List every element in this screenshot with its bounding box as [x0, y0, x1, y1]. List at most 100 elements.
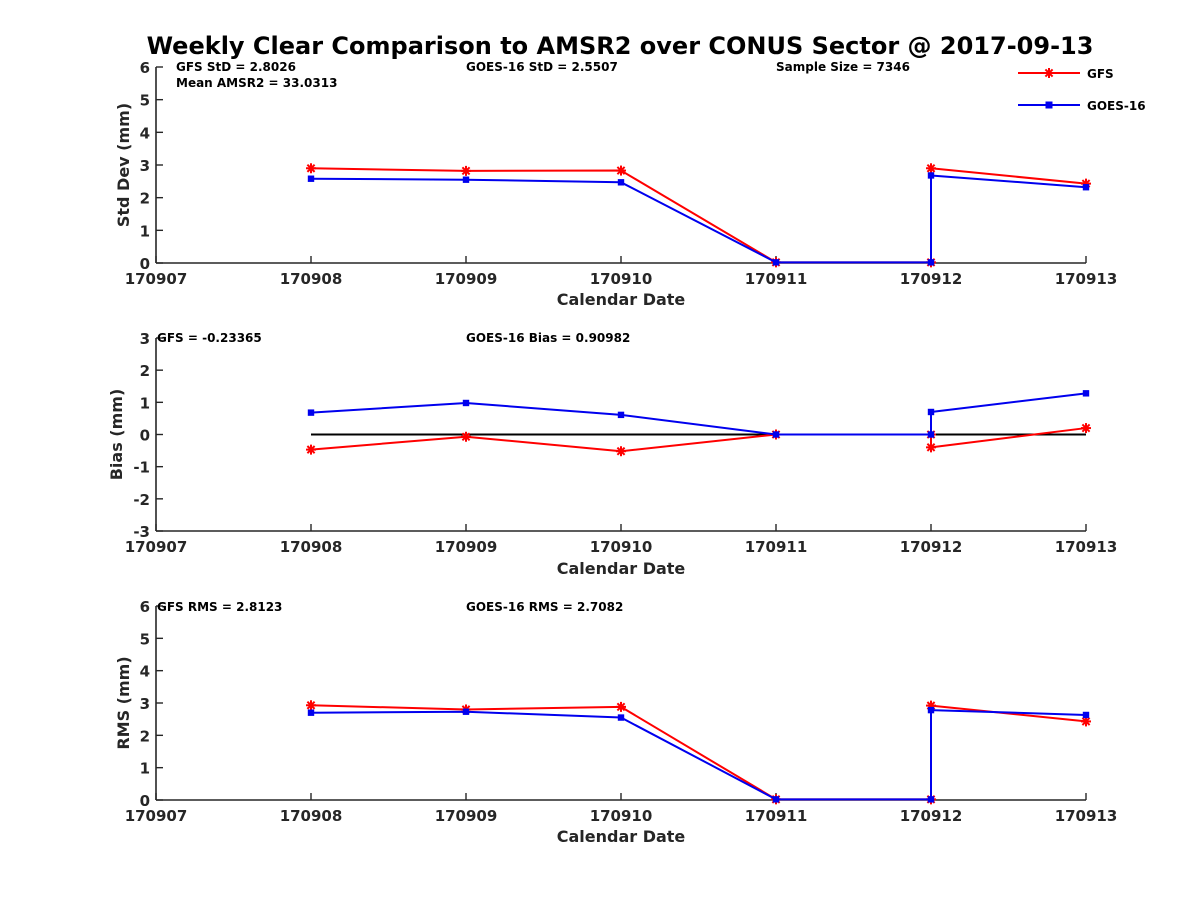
legend-goes-marker: [1045, 101, 1053, 109]
y-tick-label: 1: [140, 760, 150, 778]
stat-annotation: GOES-16 StD = 2.5507: [466, 60, 618, 74]
goes-16-data-point: [617, 411, 625, 419]
x-tick-label: 170913: [1055, 270, 1118, 288]
goes-16-data-point: [927, 259, 935, 266]
x-tick-label: 170913: [1055, 538, 1118, 556]
gfs-data-point: [461, 431, 471, 442]
goes-16-data-point: [462, 708, 470, 715]
x-axis-title: Calendar Date: [557, 559, 686, 578]
goes-16-data-point: [772, 796, 780, 803]
legend: GFS GOES-16: [1018, 67, 1146, 113]
x-tick-label: 170908: [280, 270, 343, 288]
x-tick-label: 170912: [900, 270, 963, 288]
stat-annotation: GOES-16 RMS = 2.7082: [466, 600, 623, 614]
stat-annotation: Sample Size = 7346: [776, 60, 910, 74]
y-tick-label: 5: [140, 92, 150, 110]
x-tick-label: 170911: [745, 538, 808, 556]
y-tick-label: 2: [140, 727, 150, 745]
rms-panel: 0 1 2 3 4 5 6 170907 170908 170909 170910 170911 170…: [114, 598, 1117, 846]
goes-16-data-point: [307, 409, 315, 416]
y-tick-label: 0: [140, 255, 150, 273]
goes-16-data-point: [927, 408, 935, 416]
y-tick-label: 1: [140, 394, 150, 412]
gfs-data-point: [616, 701, 626, 712]
x-tick-label: 170909: [435, 807, 498, 825]
y-axis-title: RMS (mm): [114, 656, 133, 749]
goes-16-data-point: [462, 176, 470, 183]
gfs-series-line: [310, 167, 1087, 264]
stat-annotation: GFS = -0.23365: [157, 331, 262, 345]
y-tick-label: 0: [140, 792, 150, 810]
x-tick-label: 170909: [435, 270, 498, 288]
goes-16-data-point: [307, 709, 315, 716]
x-axis-title: Calendar Date: [557, 827, 686, 846]
y-tick-label: 2: [140, 362, 150, 380]
goes-16-data-point: [927, 172, 935, 179]
y-tick-label: 3: [140, 330, 150, 348]
y-axis-title: Std Dev (mm): [114, 103, 133, 227]
x-tick-label: 170908: [280, 538, 343, 556]
x-tick-label: 170907: [125, 538, 188, 556]
legend-gfs-marker: [1044, 68, 1054, 78]
y-tick-label: 5: [140, 630, 150, 648]
stat-annotation: Mean AMSR2 = 33.0313: [176, 76, 337, 90]
goes-16-data-point: [772, 431, 780, 438]
goes-16-data-point: [927, 706, 935, 714]
gfs-data-point: [461, 165, 471, 176]
gfs-series-line: [310, 427, 1087, 453]
x-tick-label: 170910: [590, 807, 653, 825]
x-tick-label: 170912: [900, 807, 963, 825]
y-tick-label: 6: [140, 598, 150, 616]
y-axis-title: Bias (mm): [107, 389, 126, 481]
goes-16-data-point: [617, 179, 625, 186]
gfs-data-point: [306, 163, 316, 174]
goes-16-data-point: [927, 796, 935, 803]
x-tick-label: 170912: [900, 538, 963, 556]
figure-title: Weekly Clear Comparison to AMSR2 over CO…: [147, 32, 1094, 60]
goes-16-series-line: [310, 174, 1087, 264]
goes-16-data-point: [1082, 711, 1090, 719]
goes-16-data-point: [617, 714, 625, 721]
legend-gfs-label: GFS: [1087, 67, 1114, 81]
goes-16-data-point: [927, 431, 935, 438]
x-tick-label: 170911: [745, 270, 808, 288]
stat-annotation: GFS StD = 2.8026: [176, 60, 296, 74]
y-tick-label: -1: [133, 459, 150, 477]
x-tick-label: 170913: [1055, 807, 1118, 825]
legend-goes-label: GOES-16: [1087, 99, 1146, 113]
gfs-data-point: [926, 163, 936, 174]
x-tick-label: 170910: [590, 538, 653, 556]
goes-16-series-line: [310, 392, 1087, 436]
goes-16-data-point: [772, 259, 780, 266]
x-tick-label: 170908: [280, 807, 343, 825]
std-dev-panel: 0 1 2 3 4 5 6 170907 170908 170909 170910 170911 170…: [114, 59, 1117, 309]
y-tick-label: 2: [140, 190, 150, 208]
stat-annotation: GOES-16 Bias = 0.90982: [466, 331, 630, 345]
y-tick-label: 1: [140, 222, 150, 240]
gfs-series-line: [310, 704, 1087, 801]
goes-16-data-point: [1082, 390, 1090, 397]
goes-16-series-line: [310, 709, 1087, 801]
y-tick-label: 3: [140, 157, 150, 175]
gfs-data-point: [616, 165, 626, 176]
y-tick-label: 6: [140, 59, 150, 77]
stat-annotation: GFS RMS = 2.8123: [157, 600, 282, 614]
gfs-data-point: [616, 446, 626, 457]
x-tick-label: 170907: [125, 807, 188, 825]
y-tick-label: 4: [140, 124, 150, 142]
bias-panel: -3 -2 -1 0 1 2 3 170907 170908 170909 170910 170911…: [107, 330, 1117, 578]
gfs-data-point: [926, 442, 936, 453]
gfs-data-point: [1081, 423, 1091, 434]
x-tick-label: 170910: [590, 270, 653, 288]
x-tick-label: 170909: [435, 538, 498, 556]
y-tick-label: -3: [133, 523, 150, 541]
gfs-data-point: [306, 700, 316, 711]
x-axis-title: Calendar Date: [557, 290, 686, 309]
y-tick-label: 4: [140, 663, 150, 681]
gfs-data-point: [306, 444, 316, 455]
x-tick-label: 170907: [125, 270, 188, 288]
y-tick-label: 0: [140, 427, 150, 445]
y-tick-label: -2: [133, 491, 150, 509]
goes-16-data-point: [307, 175, 315, 182]
